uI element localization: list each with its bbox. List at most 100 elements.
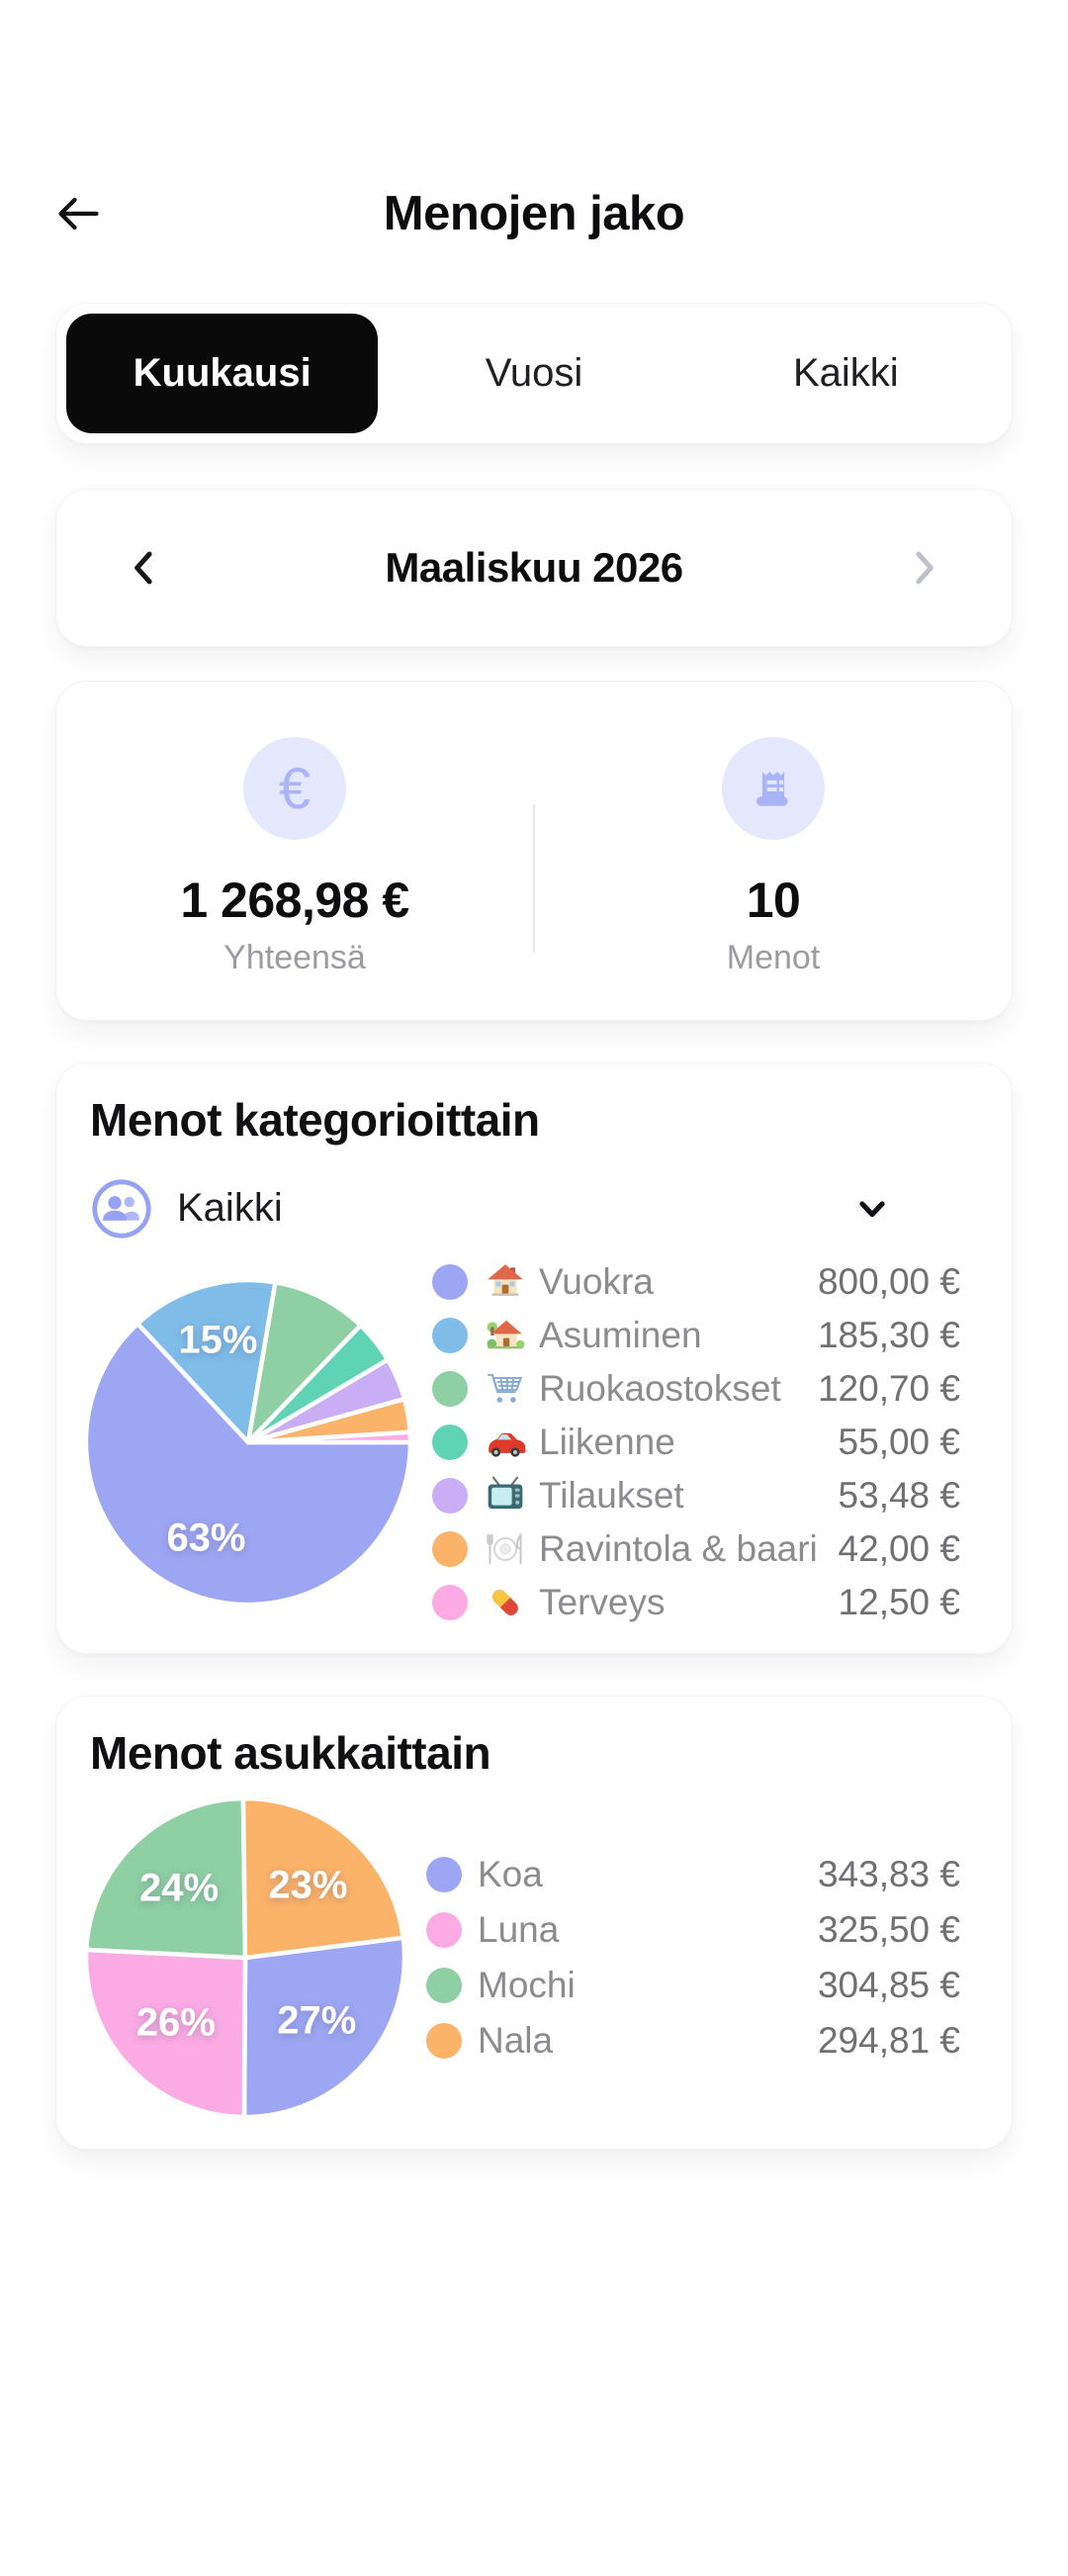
category-filter-label: Kaikki bbox=[177, 1186, 283, 1231]
legend-label: Ravintola & baari bbox=[539, 1527, 818, 1569]
legend-value: 12,50 € bbox=[838, 1581, 960, 1622]
legend-value: 294,81 € bbox=[817, 2020, 960, 2062]
chevron-left-icon bbox=[123, 546, 166, 590]
pie-slice-terveys bbox=[245, 1428, 413, 1444]
categories-card-title: Menot kategorioittain bbox=[90, 1094, 540, 1146]
legend-value: 325,50 € bbox=[817, 1909, 960, 1951]
legend-color-dot bbox=[426, 2023, 462, 2060]
pie-percent-label: 63% bbox=[166, 1516, 246, 1560]
legend-value: 185,30 € bbox=[817, 1314, 960, 1355]
pie-slice-ruokaostokset bbox=[245, 1279, 363, 1444]
legend-row-liikenne: Liikenne 55,00 € bbox=[432, 1416, 960, 1469]
car-icon bbox=[484, 1421, 527, 1464]
tab-kaikki[interactable]: Kaikki bbox=[690, 314, 1002, 433]
legend-row-asuminen: Asuminen 185,30 € bbox=[432, 1309, 960, 1362]
header: Menojen jako bbox=[0, 178, 1068, 249]
residents-pie-chart: 27% 26% 24% 23% bbox=[83, 1795, 407, 2120]
legend-label: Luna bbox=[478, 1909, 560, 1951]
legend-row-terveys: Terveys 12,50 € bbox=[432, 1576, 960, 1629]
legend-value: 343,83 € bbox=[817, 1854, 960, 1895]
pie-chart-svg bbox=[83, 1795, 407, 2120]
residents-legend: Koa 343,83 € Luna 325,50 € Mochi 304,85 € Nala… bbox=[426, 1847, 960, 2069]
euro-icon: € bbox=[243, 737, 346, 840]
residents-chart-row: 27% 26% 24% 23% Koa 343,83 € Luna 325,50 € Moch… bbox=[83, 1795, 960, 2120]
legend-label: Ruokaostokset bbox=[539, 1367, 781, 1409]
legend-row-luna: Luna 325,50 € bbox=[426, 1902, 960, 1958]
legend-row-koa: Koa 343,83 € bbox=[426, 1847, 960, 1902]
summary-card: € 1 268,98 € Yhteensä 10 Menot bbox=[55, 681, 1013, 1021]
period-label: Maaliskuu 2026 bbox=[385, 544, 683, 591]
legend-color-dot bbox=[426, 1912, 462, 1949]
legend-value: 55,00 € bbox=[838, 1421, 960, 1462]
legend-label: Nala bbox=[478, 2020, 554, 2062]
category-filter-dropdown[interactable]: Kaikki bbox=[90, 1176, 960, 1242]
legend-value: 800,00 € bbox=[817, 1260, 960, 1302]
period-selector: Maaliskuu 2026 bbox=[55, 489, 1013, 647]
back-arrow-icon bbox=[52, 188, 104, 239]
cart-icon bbox=[484, 1367, 527, 1411]
legend-row-vuokra: Vuokra 800,00 € bbox=[432, 1255, 960, 1309]
legend-label: Tilaukset bbox=[539, 1474, 684, 1516]
categories-pie-chart: 63% 15% bbox=[83, 1277, 413, 1607]
legend-color-dot bbox=[432, 1530, 468, 1567]
legend-label: Asuminen bbox=[539, 1314, 702, 1355]
chevron-right-icon bbox=[902, 546, 945, 590]
legend-color-dot bbox=[426, 1857, 462, 1893]
legend-label: Vuokra bbox=[539, 1260, 654, 1302]
legend-label: Mochi bbox=[478, 1965, 576, 2006]
pie-slice-mochi bbox=[83, 1795, 248, 1961]
legend-value: 42,00 € bbox=[838, 1527, 960, 1569]
stat-divider bbox=[533, 804, 535, 953]
back-button[interactable] bbox=[49, 185, 107, 242]
legend-row-mochi: Mochi 304,85 € bbox=[426, 1958, 960, 2013]
tab-kuukausi[interactable]: Kuukausi bbox=[66, 314, 379, 433]
legend-label: Liikenne bbox=[539, 1421, 675, 1462]
pie-percent-label: 24% bbox=[138, 1866, 220, 1910]
categories-chart-row: 63% 15% Vuokra 800,00 € Asuminen 185,30 € Ruo… bbox=[83, 1255, 960, 1629]
categories-legend: Vuokra 800,00 € Asuminen 185,30 € Ruokaostok… bbox=[432, 1255, 960, 1629]
legend-color-dot bbox=[432, 1424, 468, 1460]
legend-label: Koa bbox=[478, 1854, 543, 1895]
pie-slice-asuminen bbox=[134, 1277, 278, 1444]
pie-percent-label: 26% bbox=[135, 2000, 216, 2045]
legend-value: 53,48 € bbox=[838, 1474, 960, 1516]
pill-icon bbox=[484, 1581, 527, 1624]
next-period-button[interactable] bbox=[897, 541, 950, 595]
legend-color-dot bbox=[426, 1968, 462, 2004]
pie-slice-koa bbox=[241, 1935, 407, 2120]
receipt-icon bbox=[722, 737, 825, 840]
legend-color-dot bbox=[432, 1584, 468, 1620]
legend-color-dot bbox=[432, 1317, 468, 1353]
euro-glyph: € bbox=[278, 756, 312, 821]
tab-vuosi[interactable]: Vuosi bbox=[378, 314, 689, 433]
legend-label: Terveys bbox=[539, 1581, 666, 1622]
pie-percent-label: 23% bbox=[268, 1863, 348, 1907]
pie-percent-label: 27% bbox=[277, 1998, 357, 2043]
count-stat: 10 Menot bbox=[535, 737, 1012, 1020]
chevron-down-icon bbox=[853, 1190, 891, 1228]
legend-value: 120,70 € bbox=[817, 1367, 960, 1409]
total-stat: € 1 268,98 € Yhteensä bbox=[56, 737, 533, 1020]
legend-row-ravintola-baari: Ravintola & baari 42,00 € bbox=[432, 1522, 960, 1576]
legend-color-dot bbox=[432, 1477, 468, 1514]
people-icon bbox=[90, 1177, 153, 1241]
pie-chart-svg bbox=[83, 1277, 413, 1607]
period-tabs: Kuukausi Vuosi Kaikki bbox=[55, 303, 1013, 444]
legend-color-dot bbox=[432, 1370, 468, 1407]
pie-percent-label: 15% bbox=[178, 1318, 258, 1362]
legend-value: 304,85 € bbox=[817, 1965, 960, 2006]
house-icon bbox=[484, 1260, 527, 1304]
total-value: 1 268,98 € bbox=[180, 873, 409, 928]
legend-row-nala: Nala 294,81 € bbox=[426, 2013, 960, 2069]
legend-row-ruokaostokset: Ruokaostokset 120,70 € bbox=[432, 1362, 960, 1416]
restaurant-icon bbox=[484, 1527, 527, 1571]
categories-card: Menot kategorioittain Kaikki 63% 15% Vuok… bbox=[55, 1062, 1013, 1654]
prev-period-button[interactable] bbox=[118, 541, 171, 595]
legend-color-dot bbox=[432, 1263, 468, 1300]
pie-slice-nala bbox=[240, 1795, 405, 1961]
total-label: Yhteensä bbox=[223, 939, 366, 976]
expense-breakdown-screen: Menojen jako Kuukausi Vuosi Kaikki Maali… bbox=[0, 178, 1068, 2576]
page-title: Menojen jako bbox=[383, 187, 685, 240]
residents-card: Menot asukkaittain 27% 26% 24% 23% Koa 343,8… bbox=[55, 1695, 1013, 2151]
count-label: Menot bbox=[726, 939, 821, 976]
